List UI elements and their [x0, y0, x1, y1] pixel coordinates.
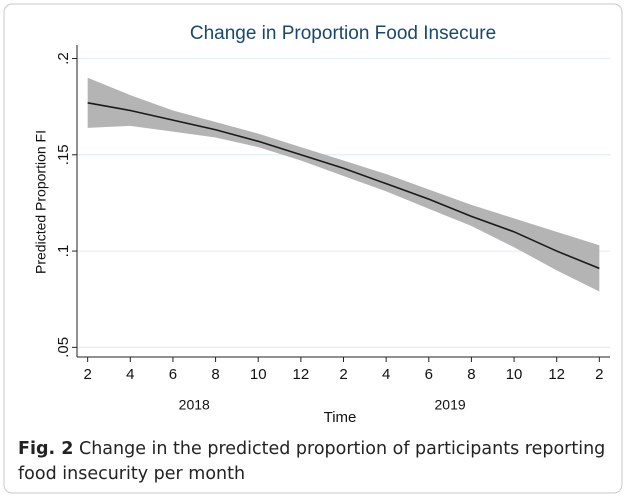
x-tick-label: 2 [83, 366, 91, 383]
y-tick-label: .2 [55, 52, 72, 65]
year-label: 2019 [435, 397, 466, 413]
y-tick-label: .1 [55, 245, 72, 258]
year-label: 2018 [179, 397, 210, 413]
x-tick-label: 8 [211, 366, 219, 383]
confidence-band [87, 77, 600, 292]
y-axis-label: Predicted Proportion FI [33, 130, 49, 274]
x-tick-label: 6 [169, 366, 177, 383]
y-tick-label: .15 [55, 144, 72, 165]
x-tick-label: 2 [339, 366, 347, 383]
figure-border [3, 3, 623, 494]
caption: Fig. 2 Change in the predicted proportio… [18, 437, 614, 487]
x-tick-label: 4 [382, 366, 390, 383]
x-tick-label: 10 [506, 366, 523, 383]
chart-title: Change in Proportion Food Insecure [190, 23, 496, 44]
x-tick-label: 6 [425, 366, 433, 383]
x-tick-label: 2 [595, 366, 603, 383]
x-tick-label: 10 [250, 366, 267, 383]
x-tick-label: 12 [293, 366, 310, 383]
caption-label: Fig. 2 [18, 439, 74, 459]
x-tick-label: 12 [548, 366, 565, 383]
x-tick-label: 4 [126, 366, 134, 383]
x-axis-label: Time [324, 409, 357, 426]
y-tick-label: .05 [55, 337, 72, 358]
caption-text: Change in the predicted proportion of pa… [18, 439, 606, 484]
prediction-line [87, 101, 600, 270]
x-tick-label: 8 [467, 366, 475, 383]
